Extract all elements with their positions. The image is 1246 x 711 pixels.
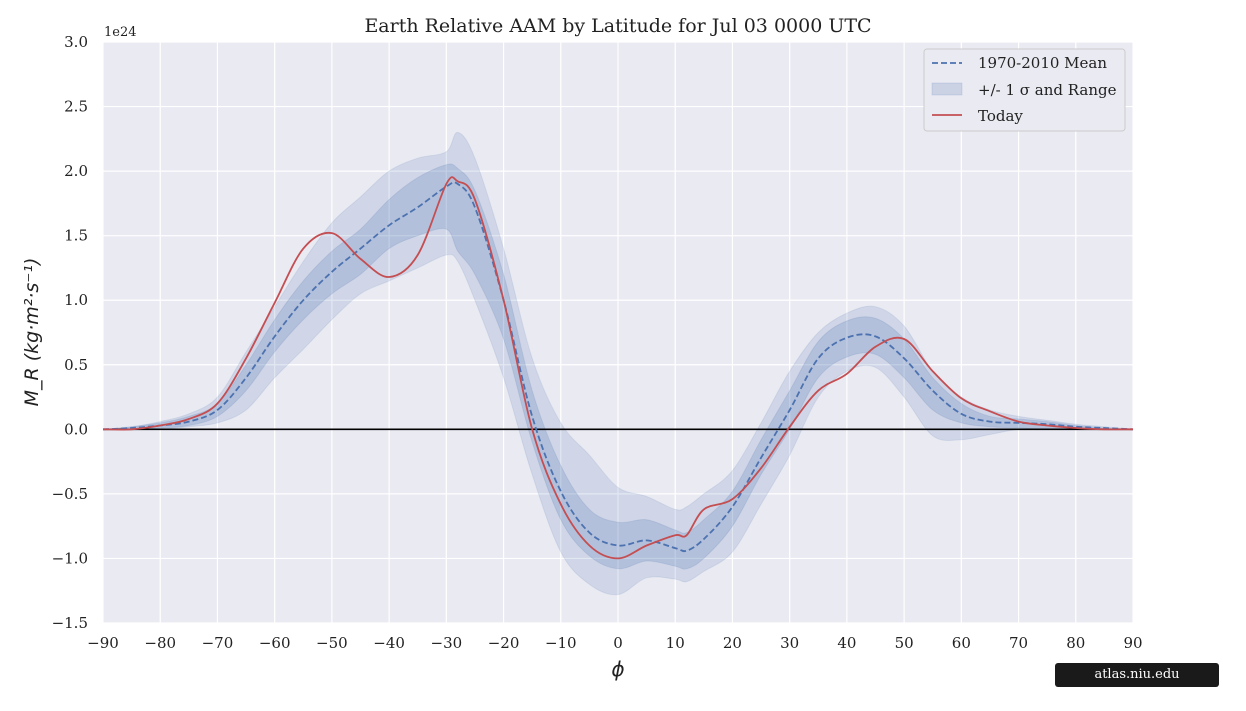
x-tick-label: 80 (1066, 634, 1085, 652)
y-multiplier: 1e24 (104, 25, 137, 40)
y-tick-label: 1.0 (64, 291, 88, 309)
legend-band-label: +/- 1 σ and Range (978, 81, 1117, 99)
x-tick-label: 60 (952, 634, 971, 652)
x-tick-label: 90 (1123, 634, 1142, 652)
y-tick-label: 0.5 (64, 356, 88, 374)
legend-mean-label: 1970-2010 Mean (978, 54, 1107, 72)
watermark-badge: atlas.niu.edu @gensiniwx (1055, 663, 1219, 706)
x-tick-label: 70 (1009, 634, 1028, 652)
x-tick-label: −90 (87, 634, 119, 652)
legend-box (923, 48, 1126, 132)
x-axis-label: ϕ (611, 657, 624, 681)
x-tick-label: 0 (613, 634, 623, 652)
x-tick-label: 50 (895, 634, 914, 652)
mean-line (102, 181, 1134, 553)
x-tick-label: −50 (316, 634, 348, 652)
y-tick-label: 1.5 (64, 227, 88, 245)
chart-title: Earth Relative AAM by Latitude for Jul 0… (364, 15, 871, 37)
y-tick-labels: −1.5 −1.0 −0.5 0.0 0.5 1.0 1.5 2.0 2.5 3.0 (52, 33, 88, 632)
x-tick-label: −40 (373, 634, 405, 652)
y-axis-label: M_R (kg·m²·s⁻¹) (21, 258, 43, 407)
y-tick-label: −0.5 (52, 485, 88, 503)
x-tick-label: −30 (431, 634, 463, 652)
y-tick-label: 3.0 (64, 33, 88, 51)
y-tick-label: 2.0 (64, 162, 88, 180)
x-tick-label: 30 (780, 634, 799, 652)
x-tick-label: 40 (837, 634, 856, 652)
legend: 1970-2010 Mean +/- 1 σ and Range Today (923, 48, 1126, 132)
y-tick-label: −1.0 (52, 549, 88, 567)
x-tick-label: −60 (259, 634, 291, 652)
x-tick-label: 20 (723, 634, 742, 652)
today-line (102, 176, 1134, 560)
y-tick-label: 0.0 (64, 420, 88, 438)
legend-band-swatch (931, 82, 963, 96)
x-tick-labels: −90 −80 −70 −60 −50 −40 −30 −20 −10 0 10 20 30 40 50 60… (87, 634, 1142, 652)
legend-today-label: Today (978, 107, 1023, 125)
y-tick-label: 2.5 (64, 98, 88, 116)
grid (102, 41, 1134, 624)
x-tick-label: −10 (545, 634, 577, 652)
y-tick-label: −1.5 (52, 614, 88, 632)
x-tick-label: −20 (488, 634, 520, 652)
x-tick-label: −70 (202, 634, 234, 652)
x-tick-label: −80 (144, 634, 176, 652)
x-tick-label: 10 (666, 634, 685, 652)
